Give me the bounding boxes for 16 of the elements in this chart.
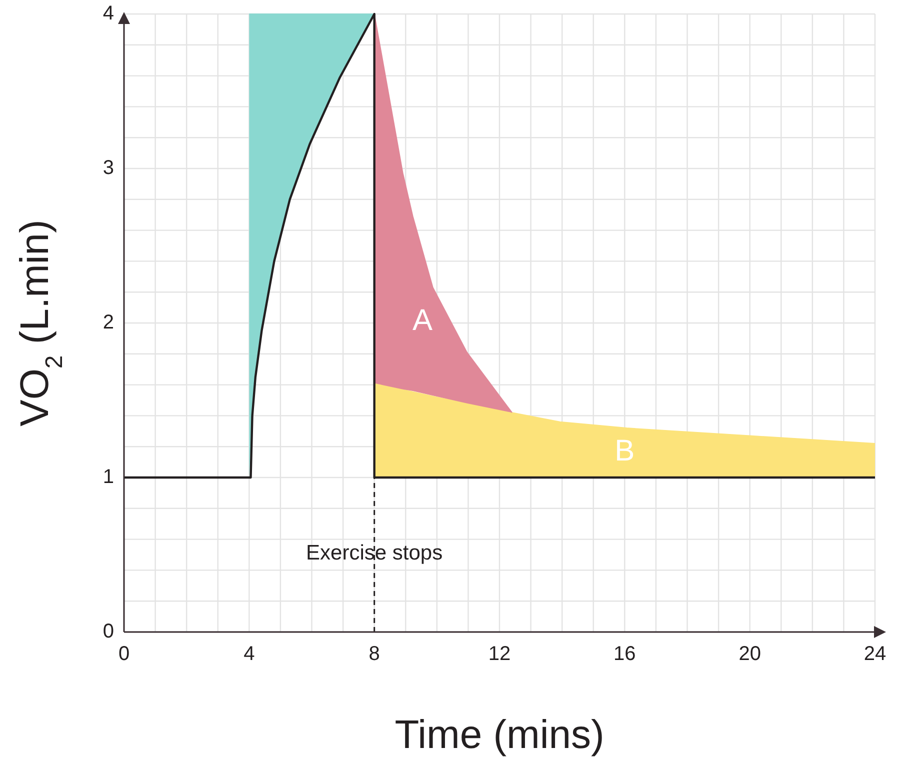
series-label: A [412,304,433,337]
y-tick-label: 4 [102,2,114,24]
series-label: B [614,434,635,468]
x-tick-label: 12 [488,643,511,665]
x-tick-label: 8 [368,643,380,665]
x-tick-label: 24 [864,643,886,665]
y-tick-label: 3 [102,156,114,179]
y-tick-label: 2 [102,311,114,334]
x-tick-label: 4 [244,643,255,665]
x-axis-title: Time (mins) [394,713,604,757]
x-tick-label: 0 [118,643,130,665]
x-tick-label: 20 [738,643,761,665]
x-tick-label: 16 [614,643,636,665]
y-tick-label: 1 [102,466,114,488]
ref-line-label: Exercise stops [306,541,443,564]
y-tick-label: 0 [102,620,114,642]
